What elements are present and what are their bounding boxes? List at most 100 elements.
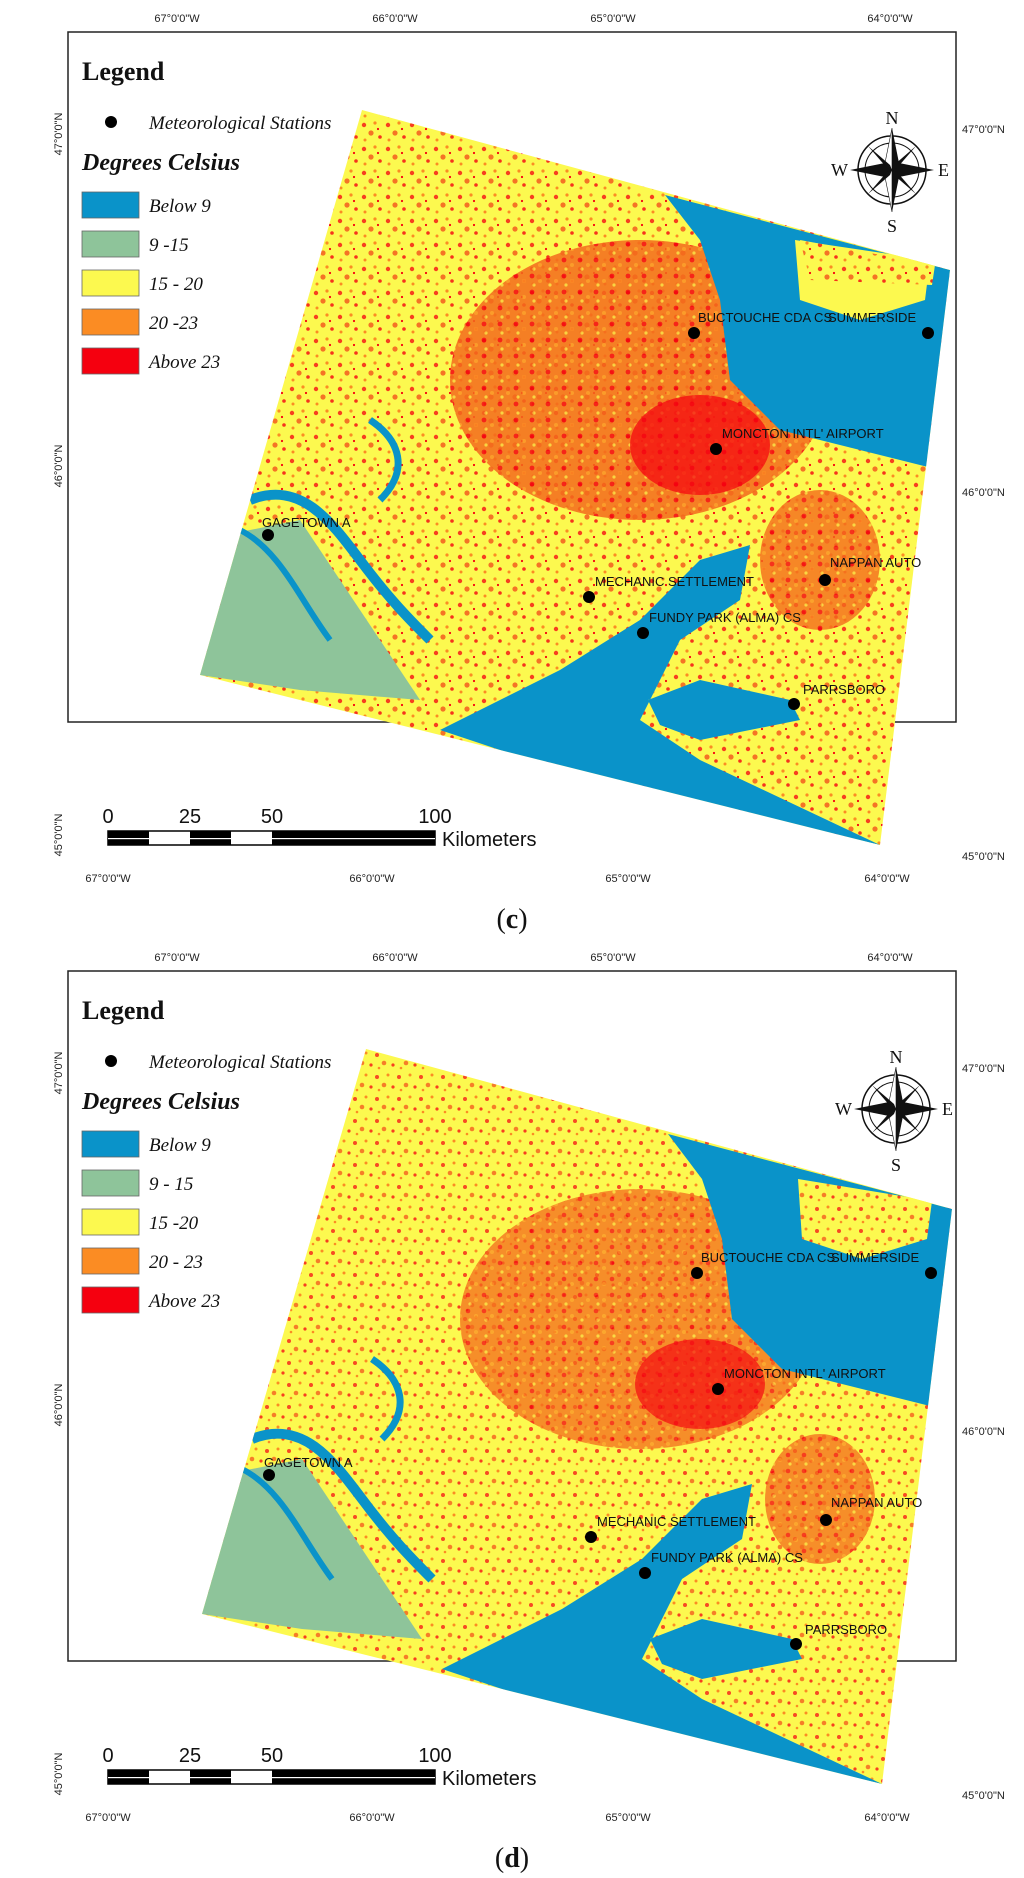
compass-south: S bbox=[887, 216, 897, 236]
legend-swatch bbox=[81, 1286, 140, 1314]
scale-tick-label: 25 bbox=[179, 1745, 201, 1767]
station-label: SUMMERSIDE bbox=[831, 1250, 919, 1265]
station-parrsboro: PARRSBORO bbox=[788, 682, 885, 710]
station-mechanic-settlement: MECHANIC SETTLEMENT bbox=[583, 574, 754, 603]
station-label: SUMMERSIDE bbox=[828, 310, 916, 325]
left-tick-label: 46°0'0"N bbox=[53, 445, 65, 488]
legend-stations-label: Meteorological Stations bbox=[148, 1052, 331, 1073]
station-label: FUNDY PARK (ALMA) CS bbox=[651, 1550, 803, 1565]
temperature-raster bbox=[202, 1049, 952, 1784]
compass-west: W bbox=[831, 160, 848, 180]
legend-class-label: 15 -20 bbox=[149, 1213, 199, 1234]
station-label: BUCTOUCHE CDA CS bbox=[701, 1250, 835, 1265]
scale-tick-label: 100 bbox=[418, 1745, 451, 1767]
legend-swatch bbox=[81, 1247, 140, 1275]
compass-north: N bbox=[890, 1047, 903, 1067]
compass-rose-icon: N S E W bbox=[831, 108, 949, 236]
legend-class-label: Below 9 bbox=[149, 196, 211, 217]
legend-class-label: 9 -15 bbox=[149, 235, 189, 256]
left-tick-label: 45°0'0"N bbox=[53, 814, 65, 857]
compass-south: S bbox=[891, 1155, 901, 1175]
bottom-tick-label: 66°0'0"W bbox=[349, 873, 395, 885]
scale-unit-label: Kilometers bbox=[442, 829, 536, 851]
station-nappan: NAPPAN AUTO bbox=[819, 555, 921, 586]
top-tick-label: 66°0'0"W bbox=[372, 13, 418, 25]
map-figure-c: 67°0'0"W 66°0'0"W 65°0'0"W 64°0'0"W bbox=[53, 13, 1005, 935]
bottom-tick-label: 64°0'0"W bbox=[864, 1812, 910, 1824]
scale-tick-label: 50 bbox=[261, 1745, 283, 1767]
panel-caption: (d) bbox=[495, 1843, 529, 1874]
legend-swatch bbox=[81, 347, 140, 375]
right-tick-label: 45°0'0"N bbox=[962, 1790, 1005, 1802]
legend-swatch bbox=[81, 308, 140, 336]
station-gagetown: GAGETOWN A bbox=[263, 1455, 353, 1481]
top-tick-label: 65°0'0"W bbox=[590, 13, 636, 25]
station-moncton: MONCTON INTL' AIRPORT bbox=[712, 1366, 886, 1395]
compass-rose-icon: N S E W bbox=[835, 1047, 953, 1175]
scale-unit-label: Kilometers bbox=[442, 1768, 536, 1790]
scale-tick-label: 25 bbox=[179, 806, 201, 828]
scale-tick-label: 100 bbox=[418, 806, 451, 828]
compass-east: E bbox=[938, 160, 949, 180]
legend-swatch bbox=[81, 1130, 140, 1158]
top-tick-label: 66°0'0"W bbox=[372, 952, 418, 964]
top-tick-label: 64°0'0"W bbox=[867, 952, 913, 964]
station-buctouche: BUCTOUCHE CDA CS bbox=[688, 310, 832, 339]
bottom-tick-label: 66°0'0"W bbox=[349, 1812, 395, 1824]
station-symbol bbox=[105, 1055, 117, 1067]
top-tick-label: 67°0'0"W bbox=[154, 952, 200, 964]
station-fundy-park: FUNDY PARK (ALMA) CS bbox=[639, 1550, 803, 1579]
bottom-tick-label: 64°0'0"W bbox=[864, 873, 910, 885]
legend-swatch bbox=[81, 191, 140, 219]
right-tick-label: 47°0'0"N bbox=[962, 124, 1005, 136]
bottom-tick-label: 65°0'0"W bbox=[605, 1812, 651, 1824]
station-moncton: MONCTON INTL' AIRPORT bbox=[710, 426, 884, 455]
left-tick-label: 46°0'0"N bbox=[53, 1384, 65, 1427]
map-panel-c: 67°0'0"W 66°0'0"W 65°0'0"W 64°0'0"W bbox=[53, 13, 1005, 935]
legend-class-label: 15 - 20 bbox=[149, 274, 203, 295]
scale-tick-label: 0 bbox=[102, 1745, 113, 1767]
compass-north: N bbox=[886, 108, 899, 128]
station-parrsboro: PARRSBORO bbox=[790, 1622, 887, 1650]
map-figure-d: 67°0'0"W 66°0'0"W 65°0'0"W 64°0'0"W BUCT… bbox=[53, 952, 1005, 1874]
station-mechanic-settlement: MECHANIC SETTLEMENT bbox=[585, 1514, 756, 1543]
legend-class-label: 9 - 15 bbox=[149, 1174, 193, 1195]
station-label: PARRSBORO bbox=[803, 682, 885, 697]
legend-class-label: Above 23 bbox=[147, 352, 220, 373]
bottom-tick-label: 67°0'0"W bbox=[85, 1812, 131, 1824]
station-summerside: SUMMERSIDE bbox=[831, 1250, 937, 1279]
legend-swatch bbox=[81, 1208, 140, 1236]
legend-subtitle: Degrees Celsius bbox=[81, 1089, 240, 1115]
station-label: MECHANIC SETTLEMENT bbox=[597, 1514, 756, 1529]
legend-class-label: Below 9 bbox=[149, 1135, 211, 1156]
legend-class-label: 20 - 23 bbox=[149, 1252, 203, 1273]
top-tick-label: 67°0'0"W bbox=[154, 13, 200, 25]
station-label: FUNDY PARK (ALMA) CS bbox=[649, 610, 801, 625]
temperature-raster bbox=[200, 110, 950, 845]
station-label: PARRSBORO bbox=[805, 1622, 887, 1637]
legend-subtitle: Degrees Celsius bbox=[81, 150, 240, 176]
bottom-tick-label: 67°0'0"W bbox=[85, 873, 131, 885]
scale-bar: 0 25 50 100 Kilometers bbox=[102, 806, 536, 851]
left-tick-label: 47°0'0"N bbox=[53, 1052, 65, 1095]
panel-caption: (c) bbox=[496, 904, 527, 935]
station-fundy-park: FUNDY PARK (ALMA) CS bbox=[637, 610, 801, 639]
station-label: NAPPAN AUTO bbox=[831, 1495, 922, 1510]
station-label: MONCTON INTL' AIRPORT bbox=[722, 426, 884, 441]
legend-title: Legend bbox=[82, 57, 165, 86]
legend-title: Legend bbox=[82, 996, 165, 1025]
station-summerside: SUMMERSIDE bbox=[828, 310, 934, 339]
scale-tick-label: 50 bbox=[261, 806, 283, 828]
map-panel-d: 67°0'0"W 66°0'0"W 65°0'0"W 64°0'0"W BUCT… bbox=[0, 939, 1024, 1878]
legend-stations-label: Meteorological Stations bbox=[148, 113, 331, 134]
station-label: MONCTON INTL' AIRPORT bbox=[724, 1366, 886, 1381]
compass-west: W bbox=[835, 1099, 852, 1119]
scale-tick-label: 0 bbox=[102, 806, 113, 828]
scale-bar: 0 25 50 100 Kilometers bbox=[102, 1745, 536, 1790]
right-tick-label: 46°0'0"N bbox=[962, 1426, 1005, 1438]
legend-swatch bbox=[81, 230, 140, 258]
legend-class-label: Above 23 bbox=[147, 1291, 220, 1312]
station-gagetown: GAGETOWN A bbox=[262, 515, 351, 541]
station-symbol bbox=[105, 116, 117, 128]
compass-east: E bbox=[942, 1099, 953, 1119]
